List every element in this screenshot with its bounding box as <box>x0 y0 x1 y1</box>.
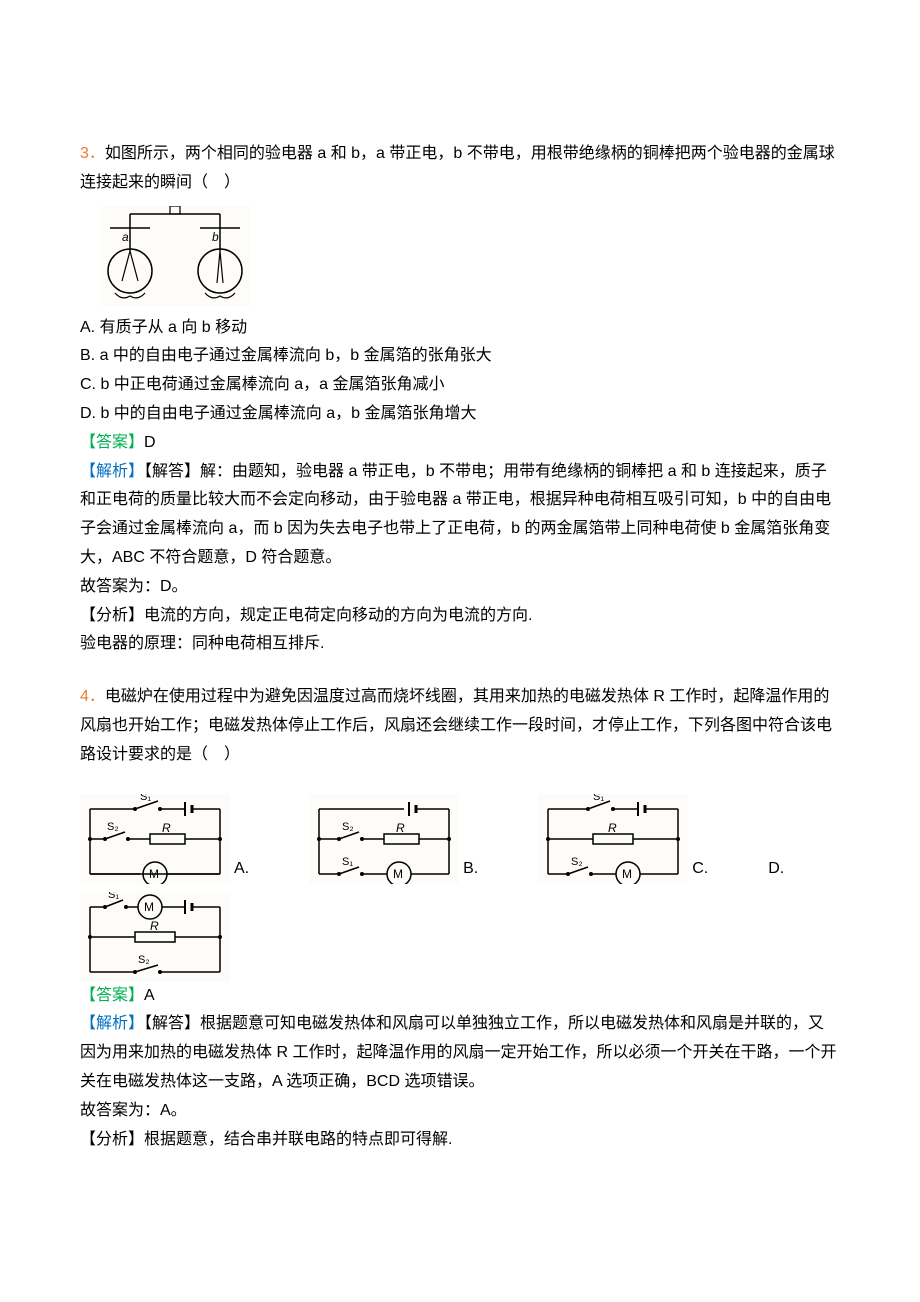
q4-label-a: A. <box>234 855 249 884</box>
q3-option-c: C. b 中正电荷通过金属棒流向 a，a 金属箔张角减小 <box>80 371 840 400</box>
q3-stem-text: 如图所示，两个相同的验电器 a 和 b，a 带正电，b 不带电，用根带绝缘柄的铜… <box>80 145 835 191</box>
q4-analysis: 【解析】【解答】根据题意可知电磁发热体和风扇可以单独独立工作，所以电磁发热体和风… <box>80 1010 840 1096</box>
q4-number: 4． <box>80 688 105 705</box>
spacer <box>80 659 840 683</box>
q4-circuit-b: S₂ R S₁ M <box>309 794 459 884</box>
q3-option-a: A. 有质子从 a 向 b 移动 <box>80 314 840 343</box>
q4-answer: A <box>144 987 155 1004</box>
q4-stem-text: 电磁炉在使用过程中为避免因温度过高而烧坏线圈，其用来加热的电磁发热体 R 工作时… <box>80 688 832 763</box>
q3-analysis: 【解析】【解答】解：由题知，验电器 a 带正电，b 不带电；用带有绝缘柄的铜棒把… <box>80 458 840 573</box>
q3-analysis-body: 【解答】解：由题知，验电器 a 带正电，b 不带电；用带有绝缘柄的铜棒把 a 和… <box>80 463 831 566</box>
q3-number: 3． <box>80 145 105 162</box>
svg-text:R: R <box>608 821 617 835</box>
analysis-tag: 【解析】 <box>80 463 144 480</box>
answer-tag: 【答案】 <box>80 434 144 451</box>
q4-circuit-c: S₁ R S₂ M <box>538 794 688 884</box>
q3-answer-line: 【答案】D <box>80 429 840 458</box>
svg-text:S₁: S₁ <box>140 794 151 803</box>
svg-text:S₂: S₂ <box>138 954 150 966</box>
svg-text:R: R <box>396 821 405 835</box>
q4-analysis-body: 【解答】根据题意可知电磁发热体和风扇可以单独独立工作，所以电磁发热体和风扇是并联… <box>80 1015 836 1090</box>
q4-fenxi: 【分析】根据题意，结合串并联电路的特点即可得解. <box>80 1126 840 1155</box>
q4-conclusion: 故答案为：A。 <box>80 1097 840 1126</box>
svg-text:M: M <box>393 867 403 881</box>
q3-answer: D <box>144 434 156 451</box>
svg-text:M: M <box>144 900 154 914</box>
q3-conclusion: 故答案为：D。 <box>80 573 840 602</box>
svg-text:S₁: S₁ <box>593 794 604 803</box>
svg-text:S₁: S₁ <box>342 856 353 868</box>
svg-text:S₂: S₂ <box>107 821 119 833</box>
q4-label-d: D. <box>768 855 784 884</box>
q3-stem: 3．如图所示，两个相同的验电器 a 和 b，a 带正电，b 不带电，用根带绝缘柄… <box>80 140 840 198</box>
q3-fenxi: 【分析】电流的方向，规定正电荷定向移动的方向为电流的方向. <box>80 602 840 631</box>
spacer <box>80 770 840 786</box>
q4-label-c: C. <box>692 855 708 884</box>
analysis-tag: 【解析】 <box>80 1015 144 1032</box>
answer-tag: 【答案】 <box>80 987 144 1004</box>
svg-text:S₂: S₂ <box>342 821 354 833</box>
q4-circuit-a: S₁ S₂ R <box>80 794 230 884</box>
svg-text:S₂: S₂ <box>571 856 583 868</box>
q3-figure: a b <box>100 206 840 306</box>
q4-stem: 4．电磁炉在使用过程中为避免因温度过高而烧坏线圈，其用来加热的电磁发热体 R 工… <box>80 683 840 769</box>
q3-option-b: B. a 中的自由电子通过金属棒流向 b，b 金属箔的张角张大 <box>80 342 840 371</box>
q4-answer-line: 【答案】A <box>80 982 840 1011</box>
q3-fenxi2: 验电器的原理：同种电荷相互排斥. <box>80 630 840 659</box>
svg-text:R: R <box>150 919 159 933</box>
svg-text:R: R <box>162 821 171 835</box>
svg-text:S₁: S₁ <box>108 892 119 901</box>
q4-figures-row1: S₁ S₂ R <box>80 794 840 884</box>
svg-text:a: a <box>122 230 129 244</box>
document-page: 3．如图所示，两个相同的验电器 a 和 b，a 带正电，b 不带电，用根带绝缘柄… <box>0 0 920 1204</box>
svg-text:b: b <box>212 230 219 244</box>
svg-text:M: M <box>149 867 159 881</box>
q3-option-d: D. b 中的自由电子通过金属棒流向 a，b 金属箔张角增大 <box>80 400 840 429</box>
q4-circuit-d: S₁ M R S₂ <box>80 892 840 982</box>
svg-text:M: M <box>622 867 632 881</box>
q4-label-b: B. <box>463 855 478 884</box>
